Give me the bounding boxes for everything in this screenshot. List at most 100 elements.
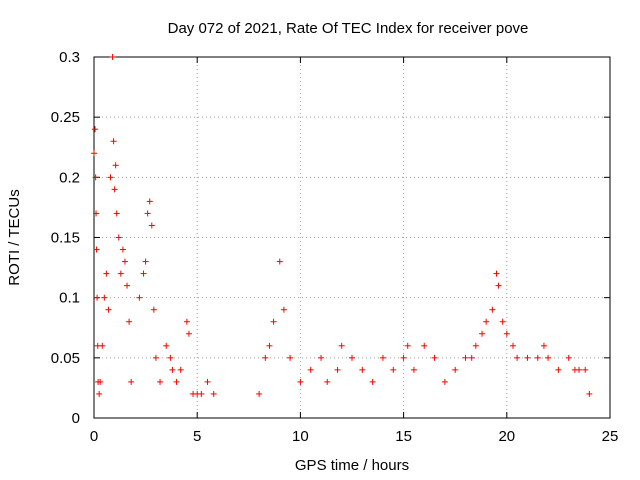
data-point [110, 138, 117, 145]
data-point [198, 390, 205, 397]
data-point [545, 354, 552, 361]
x-tick-label: 25 [602, 428, 619, 445]
data-point [99, 342, 106, 349]
x-tick-label: 5 [193, 428, 201, 445]
data-point [404, 342, 411, 349]
data-point [128, 378, 135, 385]
y-tick-label: 0 [72, 410, 80, 427]
data-point [107, 174, 114, 181]
data-point [115, 234, 122, 241]
data-point [318, 354, 325, 361]
data-point [410, 366, 417, 373]
data-point [483, 318, 490, 325]
data-point [270, 318, 277, 325]
data-point [555, 366, 562, 373]
data-point [421, 342, 428, 349]
data-point [256, 390, 263, 397]
data-point [113, 210, 120, 217]
data-point [479, 330, 486, 337]
data-point [534, 354, 541, 361]
data-point [276, 258, 283, 265]
data-point [390, 366, 397, 373]
data-point [183, 318, 190, 325]
data-point [586, 390, 593, 397]
data-point [111, 186, 118, 193]
data-point [204, 378, 211, 385]
data-point [334, 366, 341, 373]
data-point [514, 354, 521, 361]
data-point [307, 366, 314, 373]
data-point [169, 366, 176, 373]
data-point [262, 354, 269, 361]
data-point [157, 378, 164, 385]
data-point [582, 366, 589, 373]
data-point [92, 126, 99, 133]
data-point [431, 354, 438, 361]
data-point [489, 306, 496, 313]
data-point [349, 354, 355, 361]
x-tick-label: 0 [90, 428, 98, 445]
data-point [103, 270, 110, 277]
data-point [177, 366, 184, 373]
data-point [97, 378, 104, 385]
data-point [167, 354, 174, 361]
data-point [379, 354, 386, 361]
data-points [91, 54, 593, 397]
data-point [109, 54, 116, 60]
data-point [146, 198, 153, 205]
data-point [359, 366, 366, 373]
tick-labels: 0 5 10 15 20 25 0 0.05 0.1 0.15 0.2 0.25 0.3 [51, 49, 619, 445]
data-point [509, 342, 516, 349]
data-point [472, 342, 479, 349]
data-point [338, 342, 345, 349]
data-point [112, 162, 119, 169]
data-point [91, 150, 97, 157]
data-point [126, 318, 133, 325]
data-point [324, 378, 331, 385]
data-point [93, 246, 100, 253]
y-tick-label: 0.1 [59, 290, 80, 307]
data-point [369, 378, 376, 385]
data-point [124, 282, 131, 289]
y-tick-label: 0.15 [51, 230, 80, 247]
data-point [142, 258, 149, 265]
data-point [441, 378, 448, 385]
data-point [287, 354, 294, 361]
data-point [493, 270, 500, 277]
data-point [136, 294, 143, 301]
y-tick-label: 0.3 [59, 49, 80, 66]
data-point [452, 366, 459, 373]
x-tick-label: 15 [395, 428, 412, 445]
data-point [92, 174, 99, 181]
data-point [280, 306, 287, 313]
data-point [462, 354, 469, 361]
data-point [140, 270, 147, 277]
data-point [524, 354, 531, 361]
data-point [499, 318, 506, 325]
chart-title: Day 072 of 2021, Rate Of TEC Index for r… [168, 20, 529, 37]
data-point [163, 342, 170, 349]
data-point [173, 378, 180, 385]
data-point [96, 390, 103, 397]
x-axis-label: GPS time / hours [295, 457, 409, 474]
data-point [565, 354, 572, 361]
data-point [576, 366, 583, 373]
x-tick-label: 10 [292, 428, 309, 445]
data-point [93, 210, 100, 217]
data-point [468, 354, 475, 361]
y-tick-label: 0.2 [59, 169, 80, 186]
y-axis-label: ROTI / TECUs [6, 189, 23, 285]
data-point [105, 306, 112, 313]
grid [94, 57, 610, 418]
data-point [266, 342, 273, 349]
data-point [540, 342, 547, 349]
data-point [94, 294, 101, 301]
data-point [148, 222, 155, 229]
data-point [119, 246, 126, 253]
data-point [297, 378, 304, 385]
data-point [503, 330, 510, 337]
data-point [150, 306, 157, 313]
data-point [144, 210, 151, 217]
y-tick-label: 0.05 [51, 350, 80, 367]
